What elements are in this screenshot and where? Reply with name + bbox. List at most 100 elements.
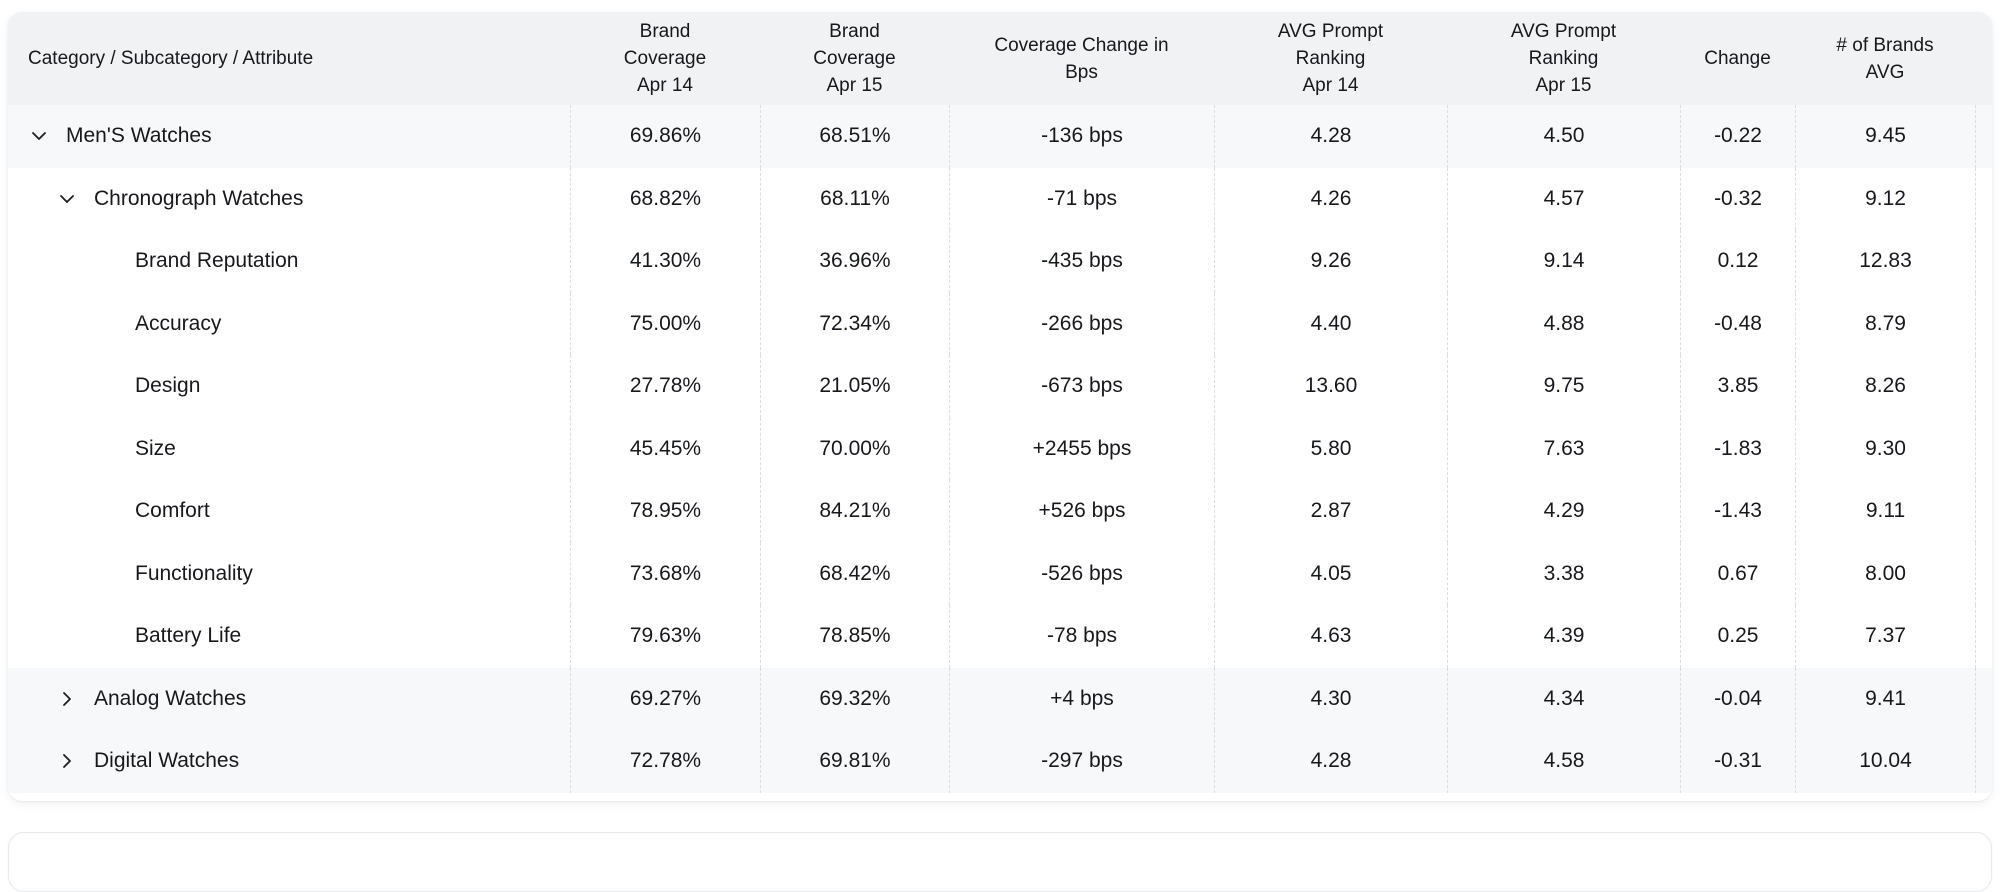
row-label-cell[interactable]: Design — [8, 355, 570, 418]
table-right-edge — [1975, 230, 1992, 293]
cell-coverage_change_bps: +4 bps — [949, 667, 1214, 730]
cell-avg_prompt_ranking_apr14: 4.26 — [1214, 167, 1447, 230]
cell-brand_coverage_apr15: 72.34% — [760, 292, 949, 355]
cell-avg_prompt_ranking_apr15: 4.50 — [1447, 105, 1680, 168]
cell-change: 0.12 — [1680, 230, 1795, 293]
cell-change: -0.31 — [1680, 730, 1795, 793]
row-label: Functionality — [135, 561, 253, 585]
tree-row[interactable]: Battery Life 79.63% 78.85% -78 bps 4.63 4.39 0… — [8, 605, 1992, 668]
column-header-coverage_change_bps: Coverage Change in Bps — [994, 34, 1169, 83]
cell-avg_prompt_ranking_apr15: 4.88 — [1447, 292, 1680, 355]
cell-avg_prompt_ranking_apr14: 4.40 — [1214, 292, 1447, 355]
table-right-edge — [1975, 542, 1992, 605]
cell-coverage_change_bps: +2455 bps — [949, 417, 1214, 480]
cell-brand_coverage_apr15: 68.11% — [760, 167, 949, 230]
cell-change: -1.83 — [1680, 417, 1795, 480]
cell-coverage_change_bps: +526 bps — [949, 480, 1214, 543]
cell-brand_coverage_apr15: 78.85% — [760, 605, 949, 668]
row-label-cell[interactable]: Accuracy — [8, 293, 570, 356]
cell-num_brands_avg: 9.11 — [1795, 480, 1975, 543]
cell-brand_coverage_apr15: 84.21% — [760, 480, 949, 543]
chevron-down-icon[interactable] — [57, 189, 77, 209]
tree-row[interactable]: Brand Reputation 41.30% 36.96% -435 bps 9.26… — [8, 230, 1992, 293]
chevron-right-icon[interactable] — [57, 751, 77, 771]
cell-coverage_change_bps: -673 bps — [949, 355, 1214, 418]
column-header-avg_prompt_ranking_apr15: AVG Prompt Ranking Apr 15 — [1510, 21, 1617, 96]
row-label-cell[interactable]: Men'S Watches — [8, 105, 570, 168]
cell-num_brands_avg: 7.37 — [1795, 605, 1975, 668]
row-label-cell[interactable]: Chronograph Watches — [8, 168, 570, 231]
cell-brand_coverage_apr14: 72.78% — [570, 730, 760, 793]
cell-num_brands_avg: 8.00 — [1795, 542, 1975, 605]
cell-avg_prompt_ranking_apr14: 2.87 — [1214, 480, 1447, 543]
row-label-cell[interactable]: Digital Watches — [8, 730, 570, 793]
column-header-avg_prompt_ranking_apr14: AVG Prompt Ranking Apr 14 — [1277, 21, 1384, 96]
tree-row[interactable]: Functionality 73.68% 68.42% -526 bps 4.05 3.3… — [8, 542, 1992, 606]
tree-row[interactable]: Accuracy 75.00% 72.34% -266 bps 4.40 4.88 -0.4… — [8, 292, 1992, 356]
cell-brand_coverage_apr15: 69.32% — [760, 667, 949, 730]
cell-avg_prompt_ranking_apr14: 4.05 — [1214, 542, 1447, 605]
cell-coverage_change_bps: -78 bps — [949, 605, 1214, 668]
next-section-card — [8, 832, 1992, 892]
cell-avg_prompt_ranking_apr14: 4.30 — [1214, 667, 1447, 730]
cell-coverage_change_bps: -266 bps — [949, 292, 1214, 355]
cell-avg_prompt_ranking_apr15: 4.34 — [1447, 667, 1680, 730]
cell-avg_prompt_ranking_apr15: 7.63 — [1447, 417, 1680, 480]
column-header-change: Change — [1704, 48, 1771, 69]
cell-num_brands_avg: 12.83 — [1795, 230, 1975, 293]
cell-brand_coverage_apr15: 70.00% — [760, 417, 949, 480]
table-body: Men'S Watches 69.86% 68.51% -136 bps 4.28 4.5… — [8, 105, 1992, 793]
cell-avg_prompt_ranking_apr14: 4.28 — [1214, 730, 1447, 793]
cell-change: -1.43 — [1680, 480, 1795, 543]
table-right-edge — [1975, 105, 1992, 168]
row-label: Brand Reputation — [135, 249, 299, 273]
tree-row[interactable]: Design 27.78% 21.05% -673 bps 13.60 9.75 3.85 8… — [8, 355, 1992, 418]
cell-coverage_change_bps: -526 bps — [949, 542, 1214, 605]
row-label-cell[interactable]: Functionality — [8, 543, 570, 606]
cell-brand_coverage_apr14: 73.68% — [570, 542, 760, 605]
table-right-edge — [1975, 605, 1992, 668]
cell-brand_coverage_apr14: 78.95% — [570, 480, 760, 543]
cell-brand_coverage_apr14: 69.27% — [570, 667, 760, 730]
cell-num_brands_avg: 9.12 — [1795, 167, 1975, 230]
cell-brand_coverage_apr14: 79.63% — [570, 605, 760, 668]
tree-row[interactable]: Men'S Watches 69.86% 68.51% -136 bps 4.28 4.5… — [8, 105, 1992, 168]
tree-row[interactable]: Chronograph Watches 68.82% 68.11% -71 bps 4.… — [8, 167, 1992, 231]
column-header-brand_coverage_apr14: Brand Coverage Apr 14 — [623, 21, 707, 96]
chevron-right-icon[interactable] — [57, 689, 77, 709]
cell-avg_prompt_ranking_apr14: 13.60 — [1214, 355, 1447, 418]
tree-row[interactable]: Size 45.45% 70.00% +2455 bps 5.80 7.63 -1.83 9.… — [8, 417, 1992, 481]
cell-avg_prompt_ranking_apr14: 5.80 — [1214, 417, 1447, 480]
cell-brand_coverage_apr15: 21.05% — [760, 355, 949, 418]
row-label: Size — [135, 436, 176, 460]
tree-row[interactable]: Analog Watches 69.27% 69.32% +4 bps 4.30 4.34… — [8, 667, 1992, 731]
row-label: Design — [135, 374, 201, 398]
cell-coverage_change_bps: -435 bps — [949, 230, 1214, 293]
table-right-edge — [1975, 355, 1992, 418]
column-header-brand_coverage_apr15: Brand Coverage Apr 15 — [813, 21, 896, 96]
cell-avg_prompt_ranking_apr14: 9.26 — [1214, 230, 1447, 293]
table-right-edge — [1975, 480, 1992, 543]
row-label: Battery Life — [135, 624, 242, 648]
row-label-cell[interactable]: Brand Reputation — [8, 230, 570, 293]
cell-num_brands_avg: 9.45 — [1795, 105, 1975, 168]
cell-avg_prompt_ranking_apr15: 4.57 — [1447, 167, 1680, 230]
row-label-cell[interactable]: Analog Watches — [8, 668, 570, 731]
cell-avg_prompt_ranking_apr15: 4.29 — [1447, 480, 1680, 543]
row-label-cell[interactable]: Size — [8, 418, 570, 481]
table-header-row: Category / Subcategory / Attribute Brand … — [8, 12, 1992, 105]
chevron-down-icon[interactable] — [29, 126, 49, 146]
row-label-cell[interactable]: Battery Life — [8, 605, 570, 668]
tree-row[interactable]: Comfort 78.95% 84.21% +526 bps 2.87 4.29 -1.43… — [8, 480, 1992, 543]
row-label: Men'S Watches — [66, 124, 212, 148]
row-label-cell[interactable]: Comfort — [8, 480, 570, 543]
table-right-edge — [1975, 667, 1992, 730]
cell-change: -0.22 — [1680, 105, 1795, 168]
cell-avg_prompt_ranking_apr14: 4.63 — [1214, 605, 1447, 668]
row-label: Analog Watches — [94, 686, 247, 710]
cell-avg_prompt_ranking_apr15: 4.58 — [1447, 730, 1680, 793]
cell-num_brands_avg: 9.41 — [1795, 667, 1975, 730]
cell-change: 0.67 — [1680, 542, 1795, 605]
tree-row[interactable]: Digital Watches 72.78% 69.81% -297 bps 4.28 4… — [8, 730, 1992, 793]
cell-coverage_change_bps: -136 bps — [949, 105, 1214, 168]
